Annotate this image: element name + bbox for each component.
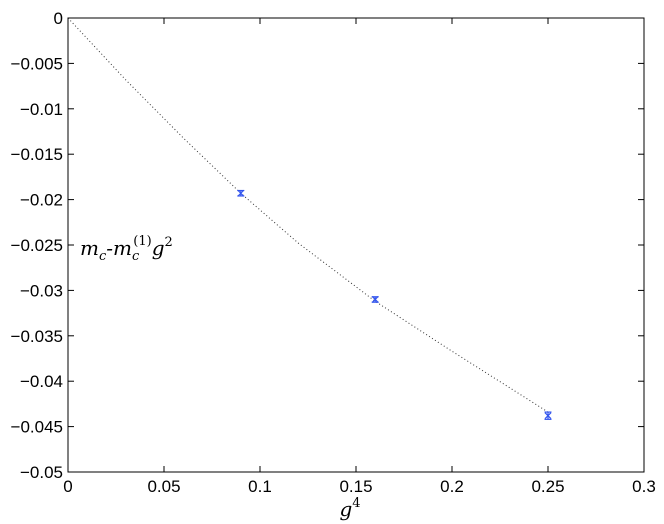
data-points-layer (237, 189, 552, 420)
curve-annotation: mc-mc(1)g2 (80, 234, 173, 264)
labels-layer: g4 mc-mc(1)g2 (80, 234, 361, 521)
y-tick-label: −0.025 (11, 236, 63, 255)
y-tick-label: −0.02 (20, 191, 63, 210)
y-tick-label: −0.04 (20, 372, 63, 391)
point-marker (237, 189, 245, 197)
x-tick-label: 0.1 (248, 477, 272, 496)
axes-layer: 0 0.05 0.1 0.15 0.2 0.25 0.3 0 −0.005 −0.01 −0.015… (11, 9, 656, 496)
data-point (237, 189, 245, 197)
fit-curve-layer (67, 17, 549, 413)
x-axis-label: g4 (339, 496, 360, 521)
y-tick-label: −0.03 (20, 281, 63, 300)
x-tick-label: 0.3 (632, 477, 656, 496)
y-tick-label: −0.005 (11, 54, 63, 73)
point-marker (544, 412, 552, 420)
point-marker (371, 296, 379, 303)
x-tick-label: 0.15 (339, 477, 372, 496)
y-tick-label: 0 (54, 9, 63, 28)
y-tick-label: −0.045 (11, 418, 63, 437)
data-point (544, 411, 552, 420)
x-tick-label: 0.2 (440, 477, 464, 496)
y-tick-label: −0.015 (11, 145, 63, 164)
x-tick-label: 0.05 (147, 477, 180, 496)
y-tick-label: −0.05 (20, 463, 63, 482)
x-tick-label: 0.25 (531, 477, 564, 496)
y-tick-label: −0.01 (20, 100, 63, 119)
x-tick-label: 0 (63, 477, 72, 496)
fit-curve (67, 17, 549, 413)
y-tick-label: −0.035 (11, 327, 63, 346)
data-point (371, 296, 379, 303)
